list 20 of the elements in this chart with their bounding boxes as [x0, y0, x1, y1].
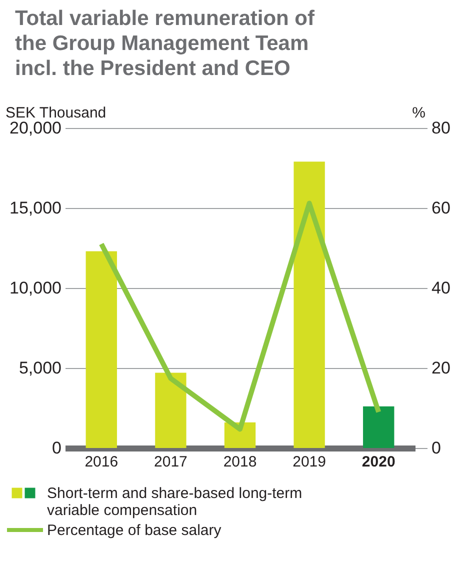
y2-tick-label: 20	[432, 358, 450, 378]
legend-label: Percentage of base salary	[47, 522, 222, 539]
x-tick-label: 2017	[154, 454, 188, 470]
y2-tick-label: 80	[432, 118, 450, 138]
y2-tick-label: 0	[432, 438, 441, 458]
y-tick-label: 0	[52, 438, 62, 458]
y2-axis-title: %	[412, 104, 426, 122]
y2-tick-label: 40	[432, 278, 450, 298]
y-tick-label: 10,000	[10, 278, 62, 298]
chart-title: Total variable remuneration of the Group Management Team incl. the President and CEO	[15, 7, 316, 80]
y-tick-label: 15,000	[10, 198, 62, 218]
y-axis-title: SEK Thousand	[6, 104, 106, 122]
x-tick-label: 2016	[84, 454, 118, 470]
x-tick-label: 2018	[223, 454, 257, 470]
y2-tick-label: 60	[432, 198, 450, 218]
y-tick-label: 5,000	[18, 358, 62, 378]
legend-label: Short-term and share-based long-term variable compensation	[47, 485, 302, 519]
y-tick-label: 20,000	[10, 118, 62, 138]
x-tick-label: 2019	[292, 454, 326, 470]
x-tick-label: 2020	[362, 454, 396, 470]
